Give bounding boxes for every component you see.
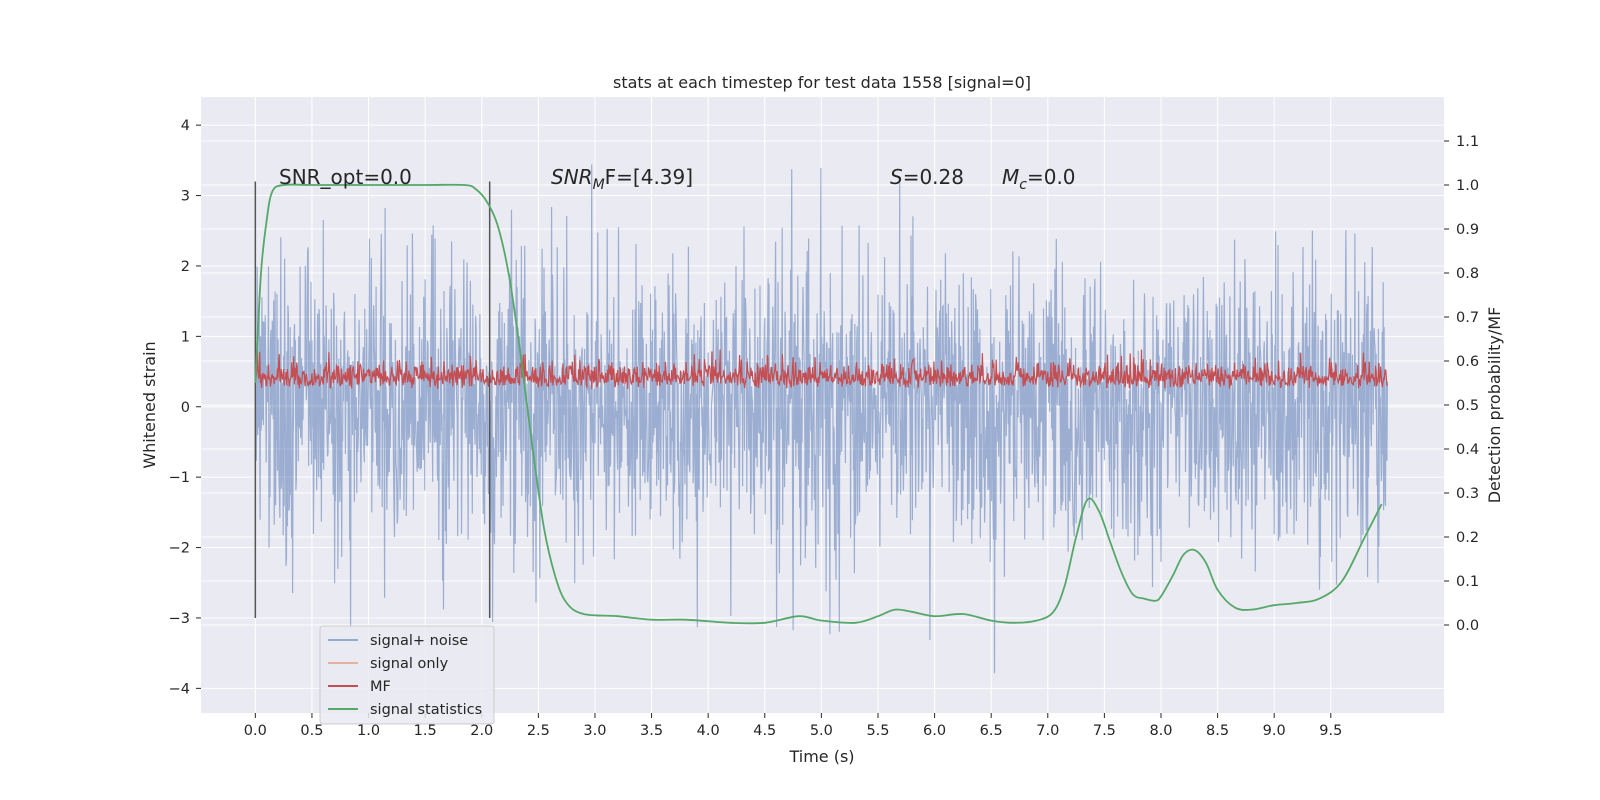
x-tick-label: 7.0 [1036, 723, 1059, 739]
x-tick-label: 1.0 [357, 723, 380, 739]
y-tick-label: 3 [181, 189, 190, 205]
x-tick-label: 8.5 [1206, 723, 1229, 739]
mc-tail: =0.0 [1027, 165, 1076, 189]
x-tick-label: 8.0 [1149, 723, 1172, 739]
signal-noise-series [254, 164, 1389, 674]
signal-statistics-series [254, 183, 1383, 625]
mf-line [254, 349, 1388, 390]
legend-label-signal-noise: signal+ noise [370, 633, 468, 649]
snr-mf-main: SNR [551, 165, 593, 189]
y2-tick-label: 1.0 [1456, 178, 1479, 194]
legend: signal+ noise signal only MF signal stat… [319, 625, 495, 725]
y2-tick-label: 0.8 [1456, 266, 1479, 282]
legend-label-signal-only: signal only [370, 656, 449, 672]
y-axis-label: Whitened strain [140, 341, 159, 468]
x-tick-label: 9.0 [1263, 723, 1286, 739]
y2-tick-label: 0.1 [1456, 574, 1479, 590]
y2-tick-label: 0.9 [1456, 222, 1479, 238]
snr-mf-annotation: SNRMF=[4.39] [551, 165, 693, 193]
y2-tick-label: 0.4 [1456, 442, 1479, 458]
y-tick-label: 4 [181, 118, 190, 134]
y-tick-label: −3 [169, 611, 190, 627]
mf-series [254, 349, 1388, 390]
y-tick-label: −2 [169, 541, 190, 557]
x-tick-label: 0.5 [300, 723, 323, 739]
snr-mf-tail: F=[4.39] [605, 165, 693, 189]
y2-axis-ticks: 0.0 0.1 0.2 0.3 0.4 0.5 0.6 0.7 0.8 0.9 1.0 1.1 [1444, 134, 1479, 634]
x-tick-label: 2.0 [470, 723, 493, 739]
x-tick-label: 5.0 [810, 723, 833, 739]
x-tick-label: 7.5 [1093, 723, 1116, 739]
legend-label-signal-statistics: signal statistics [370, 702, 482, 718]
x-tick-label: 1.5 [414, 723, 437, 739]
mc-sub: c [1019, 177, 1027, 193]
x-tick-label: 9.5 [1319, 723, 1342, 739]
y2-tick-label: 0.3 [1456, 486, 1479, 502]
x-tick-label: 3.5 [640, 723, 663, 739]
vertical-markers [254, 181, 491, 618]
legend-label-mf: MF [370, 679, 391, 695]
s-tail: =0.28 [903, 165, 964, 189]
x-tick-label: 5.5 [866, 723, 889, 739]
y2-tick-label: 0.7 [1456, 310, 1479, 326]
x-axis-ticks: 0.0 0.5 1.0 1.5 2.0 2.5 3.0 3.5 4.0 4.5 5.0 5.5 6.0 6… [244, 713, 1342, 739]
y-tick-label: −1 [169, 470, 190, 486]
x-tick-label: 6.5 [980, 723, 1003, 739]
x-tick-label: 3.0 [583, 723, 606, 739]
signal-noise-line [254, 164, 1389, 674]
snr-opt-annotation: SNR_opt=0.0 [279, 165, 412, 189]
legend-box [319, 625, 495, 725]
x-tick-label: 6.0 [923, 723, 946, 739]
y-tick-label: 0 [181, 400, 190, 416]
s-main: S [890, 165, 903, 189]
mc-main: M [1002, 165, 1019, 189]
y-tick-label: −4 [169, 681, 190, 697]
y2-tick-label: 1.1 [1456, 134, 1479, 150]
chart-title: stats at each timestep for test data 155… [613, 73, 1031, 92]
y2-tick-label: 0.6 [1456, 354, 1479, 370]
y2-tick-label: 0.5 [1456, 398, 1479, 414]
y-tick-label: 2 [181, 259, 190, 275]
snr-mf-sub: M [593, 177, 605, 193]
y-axis-ticks: −4 −3 −2 −1 0 1 2 3 4 [169, 118, 201, 697]
x-axis-label: Time (s) [788, 747, 854, 766]
signal-statistics-line [254, 183, 1383, 625]
x-tick-label: 0.0 [244, 723, 267, 739]
y2-tick-label: 0.0 [1456, 618, 1479, 634]
y-tick-label: 1 [181, 329, 190, 345]
y2-axis-label: Detection probability/MF [1485, 307, 1504, 504]
x-tick-label: 4.5 [753, 723, 776, 739]
x-tick-label: 4.0 [697, 723, 720, 739]
s-annotation: S=0.28 [890, 165, 964, 189]
y2-tick-label: 0.2 [1456, 530, 1479, 546]
x-tick-label: 2.5 [527, 723, 550, 739]
mc-annotation: Mc=0.0 [1002, 165, 1076, 193]
